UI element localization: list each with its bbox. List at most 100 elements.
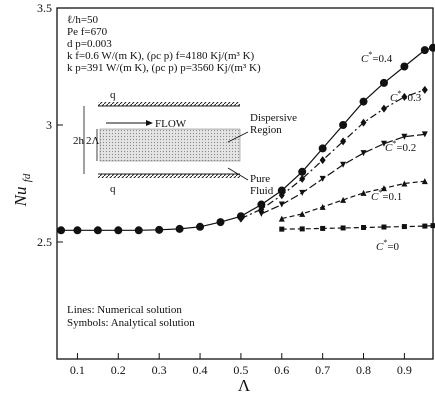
flow-arrow-head <box>146 120 153 126</box>
x-tick-label: 0.8 <box>356 363 371 377</box>
data-point <box>380 185 387 192</box>
series-4 <box>279 223 435 232</box>
data-point <box>340 225 346 231</box>
data-point <box>196 222 205 231</box>
param-particle-properties: k p=391 W/(m K), (ρc p) p=3560 Kj/(m³ K) <box>67 62 261 74</box>
data-point <box>134 226 143 235</box>
series-label-c0: C*=0 <box>376 238 400 253</box>
series-label-c04: C*=0.4 <box>361 50 393 65</box>
series-3 <box>278 178 428 222</box>
y-axis-title: Nu fd <box>11 173 33 207</box>
x-tick-label: 0.2 <box>111 363 126 377</box>
y-tick-label: 3.5 <box>37 1 52 15</box>
x-tick-label: 0.3 <box>152 363 167 377</box>
data-point <box>401 133 408 140</box>
data-point <box>73 226 82 235</box>
data-point <box>299 174 306 183</box>
param-particle-diameter: d p=0.003 <box>67 38 112 50</box>
dispersive-region <box>99 128 241 162</box>
data-point <box>340 161 347 168</box>
x-axis-title: Λ <box>238 376 251 395</box>
inset-2h: 2h <box>73 135 85 147</box>
data-point <box>361 224 367 230</box>
data-point <box>320 225 326 231</box>
data-point <box>237 214 244 223</box>
data-point <box>421 178 428 185</box>
data-point <box>360 189 367 196</box>
data-point <box>279 226 285 232</box>
data-point <box>216 218 225 227</box>
data-point <box>380 104 387 113</box>
channel-schematic: q FLOW q 2h 2Λ Dispersive Region Pure Fl… <box>73 89 297 197</box>
data-point <box>420 46 429 55</box>
y-tick-label: 3 <box>46 118 52 132</box>
series-group <box>57 43 435 235</box>
inset-2lambda: 2Λ <box>86 135 100 147</box>
x-tick-label: 0.7 <box>315 363 330 377</box>
y-axis-title-sub: fd <box>21 173 33 182</box>
param-peclet: Pe f=670 <box>67 26 108 38</box>
data-point <box>421 85 428 94</box>
pure-fluid-pointer <box>227 167 249 181</box>
param-fluid-properties: k f=0.6 W/(m K), (ρc p) f=4180 Kj/(m³ K) <box>67 50 255 62</box>
data-point <box>360 118 367 127</box>
inset-flow: FLOW <box>155 118 187 130</box>
data-point <box>257 200 266 209</box>
x-tick-label: 0.9 <box>397 363 412 377</box>
data-point <box>114 226 123 235</box>
data-point <box>422 223 428 229</box>
series-1 <box>237 85 428 223</box>
data-point <box>299 189 306 196</box>
series-2 <box>258 131 428 217</box>
data-point <box>299 210 306 217</box>
x-axis: 0.1 0.2 0.3 0.4 0.5 0.6 0.7 0.8 0.9 <box>70 353 412 377</box>
data-point <box>319 156 326 165</box>
inset-dispersive-1: Dispersive <box>250 112 297 124</box>
data-point <box>278 191 285 200</box>
series-0 <box>57 43 435 235</box>
parameter-block: ℓ/h=50 Pe f=670 d p=0.003 k f=0.6 W/(m K… <box>67 14 261 74</box>
data-point <box>93 226 102 235</box>
bottom-wall-hatch <box>98 174 240 178</box>
y-tick-label: 2.5 <box>37 235 52 249</box>
series-label-c03: C*=0.3 <box>390 89 422 104</box>
data-point <box>381 224 387 230</box>
data-point <box>421 131 428 138</box>
data-point <box>430 223 435 229</box>
data-point <box>299 226 305 232</box>
x-tick-label: 0.4 <box>193 363 208 377</box>
data-point <box>277 186 286 195</box>
x-tick-label: 0.6 <box>274 363 289 377</box>
series-labels: C*=0.4 C*=0.3 C*=0.2 C*=0.1 C*=0 <box>361 50 422 253</box>
data-point <box>319 175 326 182</box>
series-label-c02: C*=0.2 <box>385 139 416 154</box>
data-point <box>278 201 285 208</box>
data-point <box>380 140 387 147</box>
data-point <box>401 180 408 187</box>
plot-frame <box>56 7 434 360</box>
note-symbols: Symbols: Analytical solution <box>67 317 195 329</box>
series-label-c01: C*=0.1 <box>371 188 402 203</box>
data-point <box>175 224 184 233</box>
y-axis-title-main: Nu <box>11 186 30 207</box>
data-point <box>400 62 409 71</box>
data-point <box>318 144 327 153</box>
data-point <box>339 121 348 129</box>
inset-q-top: q <box>110 89 116 101</box>
top-wall-hatch <box>98 102 240 106</box>
data-point <box>319 203 326 210</box>
data-point <box>429 43 435 52</box>
data-point <box>57 226 66 235</box>
data-point <box>401 224 407 230</box>
data-point <box>401 92 408 101</box>
data-point <box>340 137 347 146</box>
note-lines: Lines: Numerical solution <box>67 304 182 316</box>
x-tick-label: 0.1 <box>70 363 85 377</box>
inset-dispersive-2: Region <box>250 124 282 136</box>
data-point <box>258 210 265 217</box>
data-point <box>155 225 164 234</box>
inset-pure-1: Pure <box>250 173 270 185</box>
data-point <box>340 196 347 203</box>
data-point <box>278 215 285 222</box>
